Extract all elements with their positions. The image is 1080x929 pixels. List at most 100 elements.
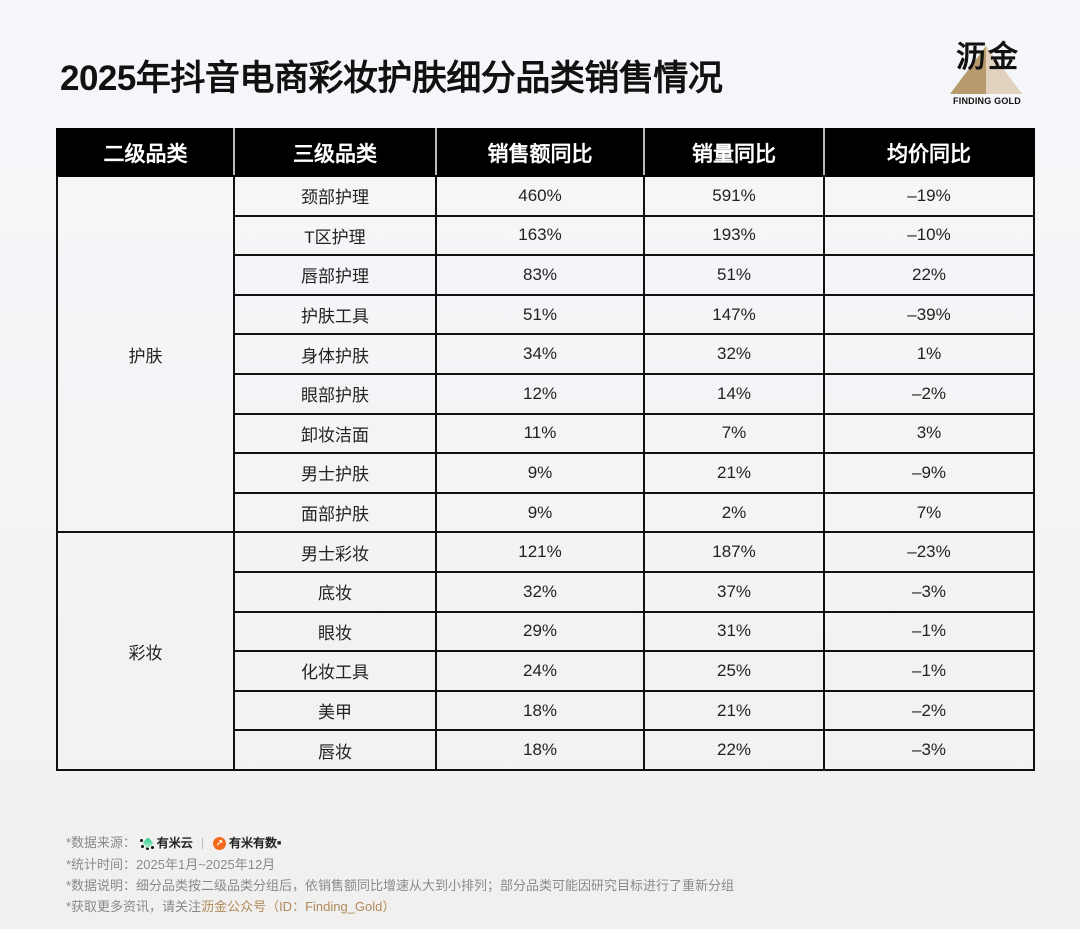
price-yoy-cell: 1% [823, 333, 1035, 375]
table-row: 身体护肤 34% 32% 1% [57, 333, 1035, 375]
volume-yoy-cell: 25% [643, 650, 825, 692]
category-cell: 男士护肤 [233, 452, 437, 494]
page-title: 2025年抖音电商彩妆护肤细分品类销售情况 [60, 59, 723, 98]
follow-line: *获取更多资讯，请关注沥金公众号（ID：Finding_Gold） [66, 896, 734, 917]
category-cell: 护肤工具 [233, 293, 437, 336]
youmiyoushu-logo-icon: ↗ [212, 837, 226, 851]
volume-yoy-cell: 2% [643, 491, 825, 534]
category-cell: T区护理 [233, 214, 437, 257]
footer-notes: *数据来源： 有米云 ↗ 有米有数 ■ *统计时间：2025年1月~2025年12… [66, 832, 734, 917]
table-row: 男士护肤 9% 21% –9% [57, 452, 1035, 494]
category-sales-table: 二级品类 三级品类 销售额同比 销量同比 均价同比 护肤 颈部护理 460% 5… [56, 128, 1035, 771]
volume-yoy-cell: 21% [643, 452, 825, 494]
price-yoy-cell: –9% [823, 452, 1035, 494]
price-yoy-cell: –10% [823, 214, 1035, 257]
sales-yoy-cell: 163% [435, 214, 645, 257]
sales-yoy-cell: 11% [435, 412, 645, 455]
category-cell: 男士彩妆 [233, 531, 437, 573]
table-header-row: 二级品类 三级品类 销售额同比 销量同比 均价同比 [56, 128, 1035, 177]
price-yoy-cell: –1% [823, 650, 1035, 692]
category-cell: 化妆工具 [233, 650, 437, 692]
header-level2-category: 二级品类 [56, 128, 235, 177]
volume-yoy-cell: 591% [643, 175, 825, 217]
table-row: 护肤 颈部护理 460% 591% –19% [56, 174, 1035, 534]
sales-yoy-cell: 51% [435, 293, 645, 336]
header-price-yoy: 均价同比 [823, 128, 1035, 177]
table-row: 眼妆 29% 31% –1% [57, 610, 1035, 653]
price-yoy-cell: –19% [823, 175, 1035, 217]
volume-yoy-cell: 21% [643, 689, 825, 732]
table-row: 唇部护理 83% 51% 22% [57, 254, 1035, 296]
volume-yoy-cell: 7% [643, 412, 825, 455]
volume-yoy-cell: 22% [643, 729, 825, 771]
volume-yoy-cell: 31% [643, 610, 825, 653]
data-note-line: *数据说明：细分品类按二级品类分组后，依销售额同比增速从大到小排列；部分品类可能… [66, 878, 735, 894]
logo-triangle-shade [986, 46, 1022, 94]
volume-yoy-cell: 32% [643, 333, 825, 375]
category-cell: 身体护肤 [233, 333, 437, 375]
brand-divider [202, 838, 204, 850]
price-yoy-cell: 22% [823, 254, 1035, 296]
category-cell: 眼妆 [233, 610, 437, 653]
category-cell: 唇部护理 [233, 254, 437, 296]
table-row: 美甲 18% 21% –2% [57, 689, 1035, 732]
price-yoy-cell: –39% [823, 293, 1035, 336]
sales-yoy-cell: 18% [435, 689, 645, 732]
table-row: 化妆工具 24% 25% –1% [57, 650, 1035, 692]
table-row: T区护理 163% 193% –10% [57, 214, 1035, 257]
finding-gold-logo: 沥金 FINDING GOLD [944, 38, 1030, 110]
volume-yoy-cell: 147% [643, 293, 825, 336]
table-row: 彩妆 男士彩妆 121% 187% –23% [56, 531, 1035, 771]
volume-yoy-cell: 193% [643, 214, 825, 257]
sales-yoy-cell: 34% [435, 333, 645, 375]
price-yoy-cell: –1% [823, 610, 1035, 653]
table-row: 面部护肤 9% 2% 7% [57, 491, 1035, 534]
follow-prefix: *获取更多资讯，请关注 [66, 899, 202, 915]
data-source-line: *数据来源： 有米云 ↗ 有米有数 ■ [66, 832, 734, 854]
header-sales-yoy: 销售额同比 [435, 128, 645, 177]
sales-yoy-cell: 32% [435, 570, 645, 613]
sales-yoy-cell: 121% [435, 531, 645, 573]
price-yoy-cell: –2% [823, 689, 1035, 732]
sales-yoy-cell: 12% [435, 372, 645, 415]
price-yoy-cell: –2% [823, 372, 1035, 415]
youmiyun-brand: 有米云 [139, 833, 193, 854]
header-level3-category: 三级品类 [233, 128, 437, 177]
category-cell: 面部护肤 [233, 491, 437, 534]
youmiyun-name: 有米云 [156, 836, 193, 851]
table-row: 护肤工具 51% 147% –39% [57, 293, 1035, 336]
sales-yoy-cell: 9% [435, 452, 645, 494]
price-yoy-cell: –3% [823, 729, 1035, 771]
sales-yoy-cell: 9% [435, 491, 645, 534]
volume-yoy-cell: 187% [643, 531, 825, 573]
table-row: 眼部护肤 12% 14% –2% [57, 372, 1035, 415]
period-line: *统计时间：2025年1月~2025年12月 [66, 857, 276, 873]
sales-yoy-cell: 29% [435, 610, 645, 653]
table-row: 底妆 32% 37% –3% [57, 570, 1035, 613]
data-source-label: *数据来源： [66, 835, 137, 850]
category-cell: 颈部护理 [233, 175, 437, 217]
brand-dot-icon: ■ [276, 840, 282, 848]
sales-yoy-cell: 460% [435, 175, 645, 217]
volume-yoy-cell: 37% [643, 570, 825, 613]
price-yoy-cell: 7% [823, 491, 1035, 534]
header-volume-yoy: 销量同比 [643, 128, 825, 177]
price-yoy-cell: –23% [823, 531, 1035, 573]
follow-account-link[interactable]: 沥金公众号（ID：Finding_Gold） [201, 899, 396, 915]
group-cell-makeup: 彩妆 [56, 531, 235, 771]
sales-yoy-cell: 24% [435, 650, 645, 692]
sales-yoy-cell: 83% [435, 254, 645, 296]
price-yoy-cell: 3% [823, 412, 1035, 455]
volume-yoy-cell: 51% [643, 254, 825, 296]
category-cell: 卸妆洁面 [233, 412, 437, 455]
youmiyoushu-brand: ↗ 有米有数 ■ [212, 833, 282, 854]
table-row: 卸妆洁面 11% 7% 3% [57, 412, 1035, 455]
logo-en-text: FINDING GOLD [953, 96, 1021, 106]
price-yoy-cell: –3% [823, 570, 1035, 613]
youmiyun-logo-icon [139, 836, 154, 850]
category-cell: 唇妆 [233, 729, 437, 771]
volume-yoy-cell: 14% [643, 372, 825, 415]
group-cell-skincare: 护肤 [56, 174, 235, 534]
table-row: 唇妆 18% 22% –3% [57, 729, 1035, 771]
youmiyoushu-name: 有米有数 [228, 836, 277, 851]
